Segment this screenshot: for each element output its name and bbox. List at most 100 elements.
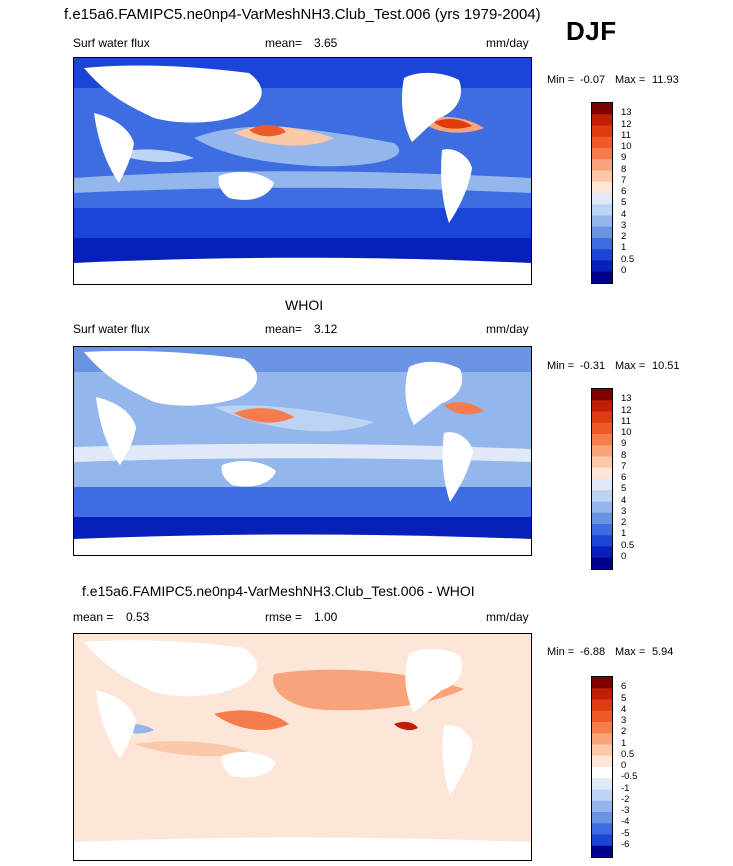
panel1-colorbar-tick-label: 3 — [621, 219, 627, 231]
panel2-map-svg — [74, 347, 531, 555]
panel3-colorbar-segment — [592, 789, 612, 802]
panel2-colorbar-segment — [592, 389, 612, 401]
panel1-colorbar-segment — [592, 249, 612, 261]
panel3-australia — [221, 751, 276, 778]
panel2-colorbar-tick-label: 10 — [621, 427, 632, 438]
panel2-south-america — [442, 432, 473, 502]
panel2-colorbar-tick-label: 7 — [621, 460, 627, 472]
panel2-antarctica — [74, 534, 531, 555]
panel2-gulfstream-plume — [444, 402, 484, 415]
panel3-north-america — [405, 648, 463, 712]
panel3-rmse-label: rmse = — [265, 610, 303, 624]
panel2-colorbar-tick-label: 3 — [621, 505, 627, 517]
panel1-australia — [218, 172, 274, 200]
panel1-colorbar-segment — [592, 114, 612, 126]
panel3-africa — [96, 690, 136, 758]
panel3-colorbar-segment — [592, 710, 612, 723]
panel2-field-label: Surf water flux — [73, 322, 150, 336]
panel3-mean-value: 0.53 — [126, 610, 150, 624]
panel1-map — [73, 57, 532, 285]
panel3-colorbar-segment — [592, 812, 612, 824]
panel3-colorbar-tick-label: 0.5 — [621, 748, 635, 760]
panel2-colorbar-segment — [592, 434, 612, 446]
panel2-colorbar-segment — [592, 490, 612, 502]
panel3-colorbar-segment — [592, 767, 612, 779]
panel2-africa — [96, 397, 136, 465]
panel2-colorbar-tick-label: 6 — [621, 472, 627, 483]
panel1-colorbar-segment — [592, 159, 612, 171]
panel3-mean-label: mean = — [73, 610, 114, 624]
panel3-max-value: 5.94 — [652, 646, 674, 658]
panel2-colorbar-segment — [592, 479, 612, 491]
panel2-equatorial-band — [74, 443, 531, 462]
panel1-min-value: -0.07 — [580, 74, 606, 86]
panel1-colorbar-segment — [592, 238, 612, 250]
panel2-colorbar-svg — [592, 389, 612, 569]
panel1-units: mm/day — [486, 36, 529, 50]
panel2-min-label: Min = — [547, 360, 575, 372]
panel1-colorbar-tick-label: 13 — [621, 107, 632, 119]
panel1-colorbar-segment — [592, 125, 612, 138]
panel3-colorbar-tick-label: -2 — [621, 793, 630, 805]
panel1-eurasia — [84, 65, 262, 123]
panel3-colorbar-tick-label: 6 — [621, 681, 627, 693]
panel2-colorbar-tick-label: 0 — [621, 550, 627, 562]
figure-title: f.e15a6.FAMIPC5.ne0np4-VarMeshNH3.Club_T… — [64, 6, 541, 23]
panel2-max-value: 10.51 — [652, 360, 680, 372]
panel1-colorbar-segment — [592, 103, 612, 115]
panel3-strong-positive-anomaly — [394, 721, 418, 731]
panel2-map — [73, 346, 532, 556]
panel2-colorbar-tick-label: 1 — [621, 528, 627, 540]
panel2-colorbar-segment — [592, 501, 612, 514]
panel3-colorbar-tick-label: 0 — [621, 760, 627, 771]
panel2-colorbar-tick-label: 5 — [621, 483, 627, 495]
panel3-colorbar-segment — [592, 722, 612, 734]
panel2-mean-label: mean= — [265, 322, 303, 336]
panel1-antarctica — [74, 257, 531, 284]
panel3-colorbar-segment — [592, 677, 612, 689]
panel3-colorbar-svg — [592, 677, 612, 857]
panel1-max-label: Max = — [615, 74, 646, 86]
panel2-units: mm/day — [486, 322, 529, 336]
panel3-colorbar — [591, 676, 613, 858]
panel2-colorbar-segment — [592, 411, 612, 424]
panel1-colorbar-tick-label: 5 — [621, 197, 627, 209]
panel2-south-band — [74, 487, 531, 517]
panel2-min-value: -0.31 — [580, 360, 606, 372]
panel1-colorbar — [591, 102, 613, 284]
panel3-colorbar-tick-label: -1 — [621, 782, 630, 794]
panel3-colorbar-tick-label: -3 — [621, 805, 630, 816]
panel3-colorbar-segment — [592, 823, 612, 835]
panel2-colorbar-segment — [592, 557, 612, 569]
panel3-colorbar-tick-label: 1 — [621, 737, 627, 749]
panel2-max-label: Max = — [615, 360, 646, 372]
panel1-colorbar-tick-label: 9 — [621, 152, 627, 164]
panel3-rmse-value: 1.00 — [314, 610, 338, 624]
panel1-south-subtropics — [74, 171, 531, 193]
panel2-colorbar-segment — [592, 535, 612, 547]
panel3-min-label: Min = — [547, 646, 575, 658]
panel1-south-america — [441, 149, 472, 223]
panel1-kuroshio-core — [249, 124, 286, 137]
panel1-colorbar-tick-label: 2 — [621, 231, 627, 242]
panel2-colorbar-segment — [592, 512, 612, 525]
panel2-colorbar-segment — [592, 422, 612, 435]
panel2-colorbar-ticks: 13 12 11 10 9 8 7 6 5 4 3 2 1 0.5 0 — [621, 388, 661, 568]
panel1-colorbar-segment — [592, 193, 612, 205]
panel1-colorbar-tick-label: 0 — [621, 264, 627, 276]
panel2-colorbar-segment — [592, 467, 612, 480]
panel1-colorbar-tick-label: 6 — [621, 186, 627, 197]
panel1-colorbar-tick-label: 8 — [621, 163, 627, 175]
panel1-colorbar-tick-label: 11 — [621, 129, 631, 141]
panel3-colorbar-tick-label: -5 — [621, 827, 630, 839]
panel2-colorbar-tick-label: 8 — [621, 449, 627, 461]
panel1-colorbar-segment — [592, 260, 612, 273]
panel3-max-label: Max = — [615, 646, 646, 658]
panel3-colorbar-segment — [592, 800, 612, 813]
panel2-colorbar-tick-label: 4 — [621, 494, 627, 506]
panel1-colorbar-segment — [592, 136, 612, 149]
panel2-colorbar-tick-label: 13 — [621, 393, 632, 405]
panel1-north-america — [401, 72, 462, 142]
panel3-colorbar-tick-label: 5 — [621, 692, 627, 704]
panel3-colorbar-segment — [592, 755, 612, 768]
